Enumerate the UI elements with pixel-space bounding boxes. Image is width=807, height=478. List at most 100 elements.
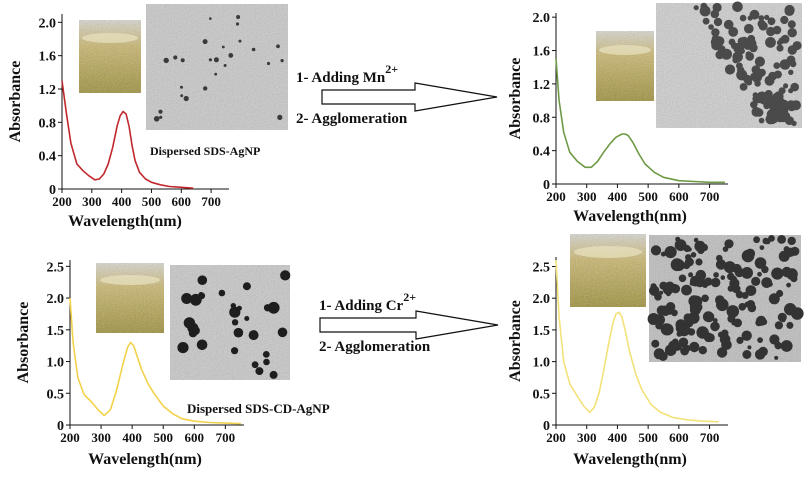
particle bbox=[761, 265, 769, 274]
particle bbox=[665, 291, 671, 297]
y-tick-label: 2.5 bbox=[47, 260, 65, 275]
particle bbox=[723, 19, 734, 30]
series-line bbox=[555, 58, 725, 184]
particle bbox=[774, 321, 784, 330]
particle bbox=[758, 117, 765, 124]
particle bbox=[727, 272, 735, 281]
particle bbox=[218, 289, 226, 297]
y-tick-label: 0.5 bbox=[533, 387, 551, 402]
particle bbox=[721, 329, 729, 337]
particle bbox=[787, 28, 797, 38]
particle bbox=[683, 345, 691, 352]
particle bbox=[739, 83, 748, 91]
y-tick-label: 1.2 bbox=[39, 83, 57, 98]
particle bbox=[754, 349, 766, 360]
y-tick-label: 0.5 bbox=[47, 387, 65, 402]
particle bbox=[689, 301, 701, 312]
particle bbox=[761, 277, 773, 288]
particle bbox=[736, 62, 743, 70]
particle bbox=[248, 330, 259, 341]
particle bbox=[230, 303, 236, 309]
particle bbox=[745, 285, 757, 296]
y-tick-label: 0 bbox=[57, 419, 64, 434]
particle bbox=[695, 258, 703, 266]
particle bbox=[789, 60, 797, 68]
particle bbox=[689, 281, 694, 286]
tem-image-2 bbox=[656, 1, 802, 128]
particle bbox=[647, 313, 660, 325]
particle bbox=[682, 261, 691, 270]
particle bbox=[231, 319, 239, 326]
particle bbox=[678, 274, 687, 283]
x-axis-label: Wavelength(nm) bbox=[68, 213, 182, 230]
particle bbox=[228, 53, 234, 58]
particle bbox=[732, 1, 743, 13]
particle bbox=[266, 61, 271, 66]
x-tick-label: 500 bbox=[142, 194, 162, 209]
chart-dispersed-sds-cd-agnp: 200 300 400 500 600 700 0 0.5 1.0 1.5 2.0 2.5 Wavele… bbox=[15, 260, 244, 468]
particle bbox=[713, 17, 723, 27]
series-line bbox=[555, 260, 719, 423]
y-tick-label: 0.8 bbox=[533, 111, 551, 126]
particle bbox=[762, 237, 770, 245]
particle bbox=[191, 326, 200, 335]
particle bbox=[771, 267, 784, 280]
particle bbox=[269, 370, 278, 379]
particle bbox=[724, 239, 734, 249]
particle bbox=[244, 316, 250, 321]
particle bbox=[688, 272, 694, 278]
particle bbox=[786, 282, 791, 288]
particle bbox=[177, 342, 189, 354]
particle bbox=[655, 322, 663, 330]
particle bbox=[665, 302, 676, 312]
particle bbox=[742, 350, 752, 359]
y-axis-label: Absorbance bbox=[15, 302, 32, 384]
arrow-step2-label: 2- Agglomeration bbox=[319, 339, 431, 355]
x-tick-label: 400 bbox=[608, 430, 628, 445]
particle bbox=[214, 72, 218, 76]
particle bbox=[741, 249, 755, 263]
y-tick-label: 0 bbox=[543, 419, 550, 434]
x-tick-label: 400 bbox=[112, 194, 132, 209]
particle bbox=[653, 348, 665, 360]
particle bbox=[777, 235, 786, 244]
particle bbox=[733, 318, 742, 328]
particle bbox=[780, 340, 793, 352]
x-tick-label: 200 bbox=[60, 430, 80, 445]
particle bbox=[774, 355, 779, 360]
particle bbox=[196, 339, 208, 351]
particle bbox=[223, 64, 227, 67]
particle bbox=[236, 15, 241, 19]
vial-photo-2 bbox=[596, 31, 654, 101]
particle bbox=[791, 120, 797, 127]
particle bbox=[754, 56, 766, 67]
particle bbox=[736, 336, 744, 344]
label-dispersed-sds-agnp: Dispersed SDS-AgNP bbox=[150, 144, 260, 158]
particle bbox=[236, 305, 242, 311]
x-tick-label: 200 bbox=[546, 430, 566, 445]
x-axis-label: Wavelength(nm) bbox=[573, 451, 687, 468]
particle bbox=[678, 337, 689, 348]
particle bbox=[238, 39, 242, 43]
particle bbox=[277, 114, 283, 120]
particle bbox=[716, 254, 723, 262]
particle bbox=[277, 327, 288, 338]
particle bbox=[710, 277, 721, 288]
particle bbox=[681, 284, 692, 296]
x-axis-label: Wavelength(nm) bbox=[573, 208, 687, 225]
particle bbox=[768, 99, 778, 108]
arrow-step1-label: 1- Adding Mn2+ bbox=[296, 62, 398, 86]
particle bbox=[784, 6, 795, 16]
particle bbox=[747, 345, 752, 350]
y-tick-label: 2.0 bbox=[533, 11, 551, 26]
particle bbox=[773, 70, 782, 79]
particle bbox=[203, 86, 208, 91]
particle bbox=[197, 275, 208, 286]
particle bbox=[783, 83, 789, 89]
x-tick-label: 500 bbox=[638, 430, 658, 445]
particle bbox=[787, 20, 796, 29]
particle bbox=[263, 304, 272, 312]
particle bbox=[780, 34, 790, 44]
y-tick-label: 0.4 bbox=[533, 145, 551, 160]
